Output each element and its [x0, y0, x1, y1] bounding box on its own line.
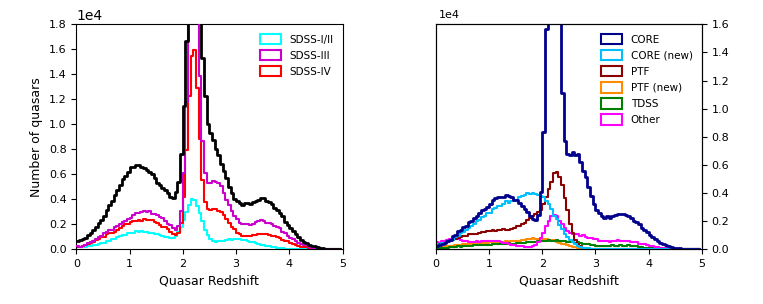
Text: 1e4: 1e4: [439, 10, 459, 20]
X-axis label: Quasar Redshift: Quasar Redshift: [519, 275, 619, 288]
Legend: SDSS-I/II, SDSS-III, SDSS-IV: SDSS-I/II, SDSS-III, SDSS-IV: [256, 29, 337, 81]
X-axis label: Quasar Redshift: Quasar Redshift: [159, 275, 259, 288]
Legend: CORE, CORE (new), PTF, PTF (new), TDSS, Other: CORE, CORE (new), PTF, PTF (new), TDSS, …: [597, 29, 697, 129]
Y-axis label: Number of quasars: Number of quasars: [31, 77, 43, 197]
